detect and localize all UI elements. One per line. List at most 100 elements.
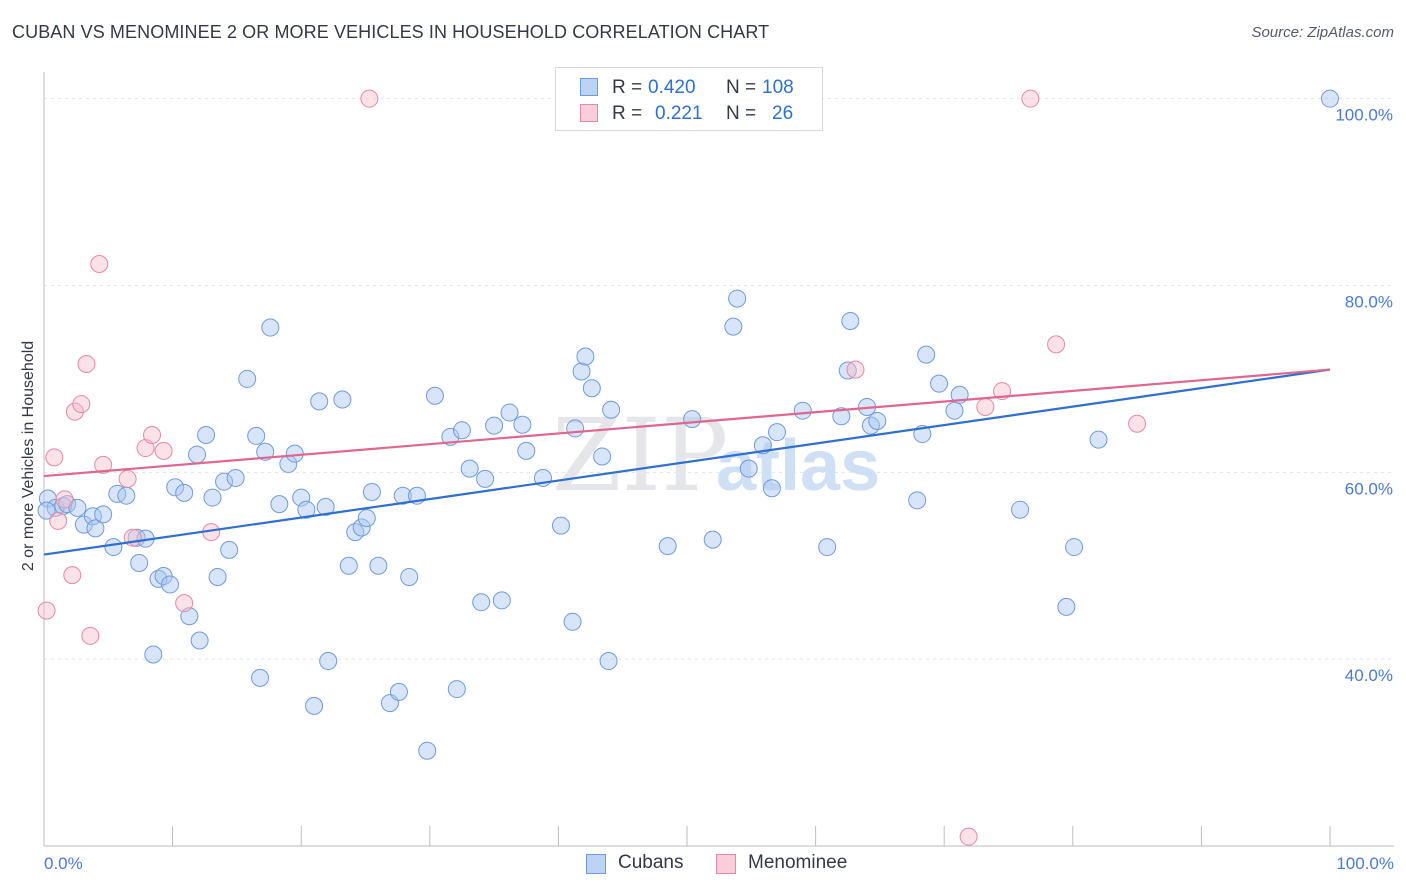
cubans-point (838, 361, 857, 380)
y-tick-labels: 40.0% 60.0% 80.0% 100.0% (1335, 106, 1393, 685)
cubans-point (908, 491, 927, 510)
y-tick-label: 100.0% (1335, 106, 1393, 125)
cubans-point (117, 486, 136, 505)
cubans-point (362, 482, 381, 501)
cubans-point (108, 484, 127, 503)
cubans-point (94, 505, 113, 524)
cubans-point (868, 411, 887, 430)
x-ticks (172, 826, 1331, 846)
cubans-point (460, 459, 479, 478)
cubans-point (832, 407, 851, 426)
menominee-point (65, 402, 84, 421)
source-label: Source: ZipAtlas.com (1251, 24, 1394, 41)
menominee-point (976, 397, 995, 416)
legend-r-label: R = (612, 77, 643, 98)
cubans-point (310, 392, 329, 411)
cubans-point (215, 472, 234, 491)
trend-lines (43, 368, 1331, 556)
cubans-point (251, 668, 270, 687)
cubans-point (220, 540, 239, 559)
series-menominee (37, 89, 1147, 846)
cubans-point (425, 386, 444, 405)
cubans-point (292, 488, 311, 507)
cubans-point (582, 379, 601, 398)
cubans-point (357, 509, 376, 528)
cubans-point (418, 741, 437, 760)
cubans-point (762, 479, 781, 498)
axes (43, 72, 1394, 847)
x-tick-label-max: 100.0% (1336, 854, 1394, 873)
cubans-point (683, 410, 702, 429)
menominee-point (175, 594, 194, 613)
menominee-point (77, 354, 96, 373)
cubans-point (316, 497, 335, 516)
cubans-point (724, 317, 743, 336)
menominee-point (959, 827, 978, 846)
cubans-point (297, 500, 316, 519)
cubans-point (492, 591, 511, 610)
cubans-point (917, 345, 936, 364)
cubans-point (563, 612, 582, 631)
cubans-point (319, 652, 338, 671)
trend-line-menominee (43, 368, 1331, 478)
legend-swatch-menominee (716, 854, 736, 874)
cubans-point (572, 362, 591, 381)
cubans-point (203, 488, 222, 507)
menominee-point (90, 255, 109, 274)
cubans-point (500, 403, 519, 422)
cubans-point (841, 312, 860, 331)
stats-legend: R = 0.420 N = 108 R = 0.221 N = 26 (555, 67, 823, 131)
cubans-point (485, 416, 504, 435)
cubans-point (393, 486, 412, 505)
cubans-point (768, 423, 787, 442)
cubans-point (1089, 430, 1108, 449)
cubans-point (551, 516, 570, 535)
cubans-point (261, 318, 280, 337)
cubans-point (513, 415, 532, 434)
cubans-point (1011, 500, 1030, 519)
cubans-point (285, 444, 304, 463)
cubans-point (476, 469, 495, 488)
menominee-point (846, 360, 865, 379)
cubans-point (37, 501, 56, 520)
legend-r-label: R = (612, 103, 643, 124)
watermark-zip: ZIP (552, 397, 728, 514)
menominee-point (49, 511, 68, 530)
cubans-point (166, 478, 185, 497)
cubans-point (58, 495, 77, 514)
cubans-point (703, 530, 722, 549)
cubans-point (566, 419, 585, 438)
menominee-point (143, 425, 162, 444)
cubans-point (238, 369, 257, 388)
cubans-point (472, 593, 491, 612)
cubans-point (728, 289, 747, 308)
cubans-point (305, 696, 324, 715)
menominee-point (94, 455, 113, 474)
cubans-point (369, 556, 388, 575)
cubans-point (1321, 89, 1339, 108)
legend-label-cubans: Cubans (618, 852, 684, 873)
cubans-point (333, 390, 352, 409)
chart-title: CUBAN VS MENOMINEE 2 OR MORE VEHICLES IN… (12, 22, 770, 42)
cubans-point (339, 556, 358, 575)
cubans-point (256, 442, 275, 461)
legend-n-label: N = (726, 77, 757, 98)
menominee-point (360, 89, 379, 108)
legend-n-label: N = (726, 103, 757, 124)
cubans-point (352, 518, 371, 537)
cubans-point (593, 447, 612, 466)
cubans-point (346, 523, 365, 542)
cubans-point (447, 680, 466, 699)
cubans-point (930, 374, 949, 393)
cubans-point (861, 416, 880, 435)
legend-n-value: 108 (762, 77, 794, 98)
legend-swatch-cubans (586, 854, 606, 874)
cubans-point (658, 537, 677, 556)
y-axis-title: 2 or more Vehicles in Household (20, 341, 37, 571)
cubans-point (247, 426, 266, 445)
cubans-point (389, 682, 408, 701)
cubans-point (208, 567, 227, 586)
cubans-point (130, 553, 149, 572)
series-cubans (37, 89, 1339, 760)
